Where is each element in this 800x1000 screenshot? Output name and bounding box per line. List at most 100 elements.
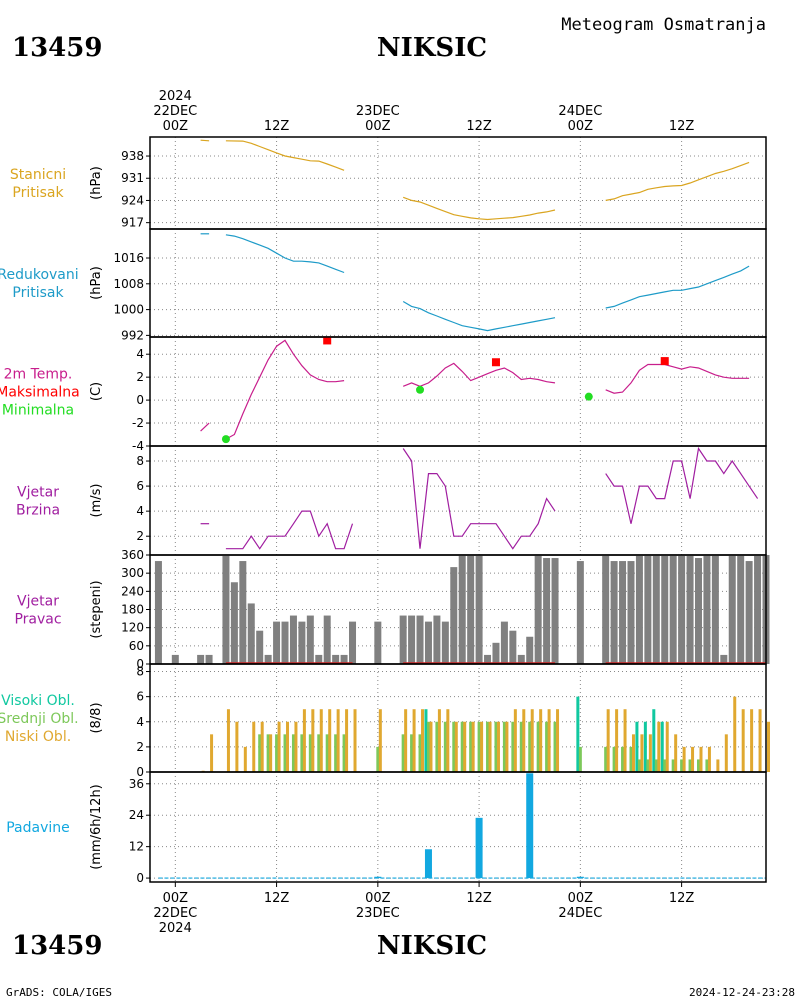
wind-dir-bar (652, 555, 660, 664)
time-axis-label: 12Z (669, 119, 695, 134)
panel-label: Brzina (16, 503, 60, 519)
cloud-bar (716, 759, 720, 772)
wind-dir-bar (450, 567, 458, 664)
cloud-bar (511, 721, 515, 772)
panel-clouds: 0 2 4 6 8 (8/8) Visoki Obl. Srednji Obl. Niski O… (0, 663, 770, 779)
panel-reduced_pressure: 992 1000 1008 1016 (hPa) Redukovani Pritisak (0, 228, 767, 342)
cloud-bar (643, 721, 647, 772)
cloud-bar (336, 709, 340, 772)
cloud-bar (410, 734, 414, 772)
series-line (402, 300, 556, 332)
series-line (402, 196, 556, 221)
cloud-bar (519, 721, 523, 772)
series-line (605, 161, 750, 201)
station-name-bottom: NIKSIC (377, 931, 487, 961)
cloud-bar (505, 721, 509, 772)
precip-bar (526, 773, 534, 879)
cloud-bar (469, 721, 473, 772)
cloud-bar (578, 746, 582, 772)
wind-dir-bar (703, 555, 711, 664)
cloud-bar (612, 746, 616, 772)
cloud-bar (648, 734, 652, 772)
wind-dir-bar (576, 561, 584, 664)
panel-label: Srednji Obl. (0, 711, 79, 727)
cloud-bar (741, 709, 745, 772)
cloud-bar (317, 734, 321, 772)
wind-dir-bar (374, 621, 382, 664)
cloud-bar (345, 709, 349, 772)
tmin-marker (416, 385, 425, 394)
panel-label: Visoki Obl. (1, 693, 75, 709)
cloud-bar (576, 696, 580, 772)
cloud-bar (536, 721, 540, 772)
time-axis-label: 12Z (669, 891, 695, 906)
wind-dir-bar (694, 558, 702, 664)
cloud-bar (342, 734, 346, 772)
panel-station_pressure: 917 924 931 938 (hPa) Stanicni Pritisak (10, 136, 767, 230)
cloud-bar (750, 709, 754, 772)
wind-dir-bar (661, 555, 669, 664)
cloud-bar (418, 734, 422, 772)
wind-dir-bar (720, 654, 728, 664)
time-axis-label: 12Z (264, 891, 290, 906)
cloud-bar (640, 734, 644, 772)
wind-dir-bar (256, 630, 264, 664)
cloud-bar (378, 709, 382, 772)
y-tick-label: -2 (132, 416, 144, 430)
footer-timestamp: 2024-12-24-23:28 (689, 986, 795, 999)
panel-temperature: -4 -2 0 2 4 (C) 2m Temp. Maksimalna Minimalna (0, 336, 767, 453)
cloud-bar (665, 721, 669, 772)
time-axis-label: 2024 (159, 89, 192, 104)
time-axis-label: 2024 (159, 921, 192, 936)
y-tick-label: 6 (136, 690, 144, 704)
panel-label: Niski Obl. (5, 729, 71, 745)
cloud-bar (480, 721, 484, 772)
cloud-bar (682, 746, 686, 772)
cloud-bar (421, 709, 425, 772)
cloud-bar (629, 746, 633, 772)
cloud-bar (252, 721, 256, 772)
wind-dir-bar (543, 558, 551, 664)
y-tick-label: 24 (129, 808, 144, 822)
time-axis-label: 24DEC (558, 104, 602, 119)
series-line (605, 265, 750, 309)
y-tick-label: 2 (136, 370, 144, 384)
cloud-bar (680, 759, 684, 772)
time-axis-label: 00Z (568, 119, 594, 134)
panel-label: Redukovani (0, 267, 79, 283)
wind-dir-bar (627, 561, 635, 664)
cloud-bar (635, 721, 639, 772)
cloud-bar (275, 734, 279, 772)
tmax-marker (491, 358, 500, 367)
wind-dir-bar (526, 636, 534, 664)
wind-dir-bar (602, 555, 610, 664)
y-tick-label: 0 (136, 871, 144, 885)
y-tick-label: 8 (136, 665, 144, 679)
cloud-bar (699, 746, 703, 772)
wind-dir-bar (619, 561, 627, 664)
cloud-bar (522, 709, 526, 772)
wind-dir-bar (197, 654, 205, 664)
cloud-bar (277, 721, 281, 772)
wind-dir-bar (433, 615, 441, 664)
cloud-bar (435, 721, 439, 772)
y-axis-unit: (C) (89, 382, 104, 401)
y-axis-unit: (hPa) (89, 266, 104, 300)
cloud-bar (319, 709, 323, 772)
panel-label: Padavine (6, 820, 70, 836)
wind-dir-bar (289, 615, 297, 664)
cloud-bar (623, 709, 627, 772)
cloud-bar (486, 721, 490, 772)
time-axis-label: 00Z (163, 119, 189, 134)
y-tick-label: 1008 (113, 277, 144, 291)
y-tick-label: -4 (132, 439, 144, 453)
wind-dir-bar (678, 555, 686, 664)
station-name-top: NIKSIC (377, 33, 487, 63)
series-line (605, 446, 759, 524)
cloud-bar (376, 746, 380, 772)
y-tick-label: 180 (121, 603, 144, 617)
cloud-bar (426, 721, 430, 772)
time-axis-label: 23DEC (356, 104, 400, 119)
